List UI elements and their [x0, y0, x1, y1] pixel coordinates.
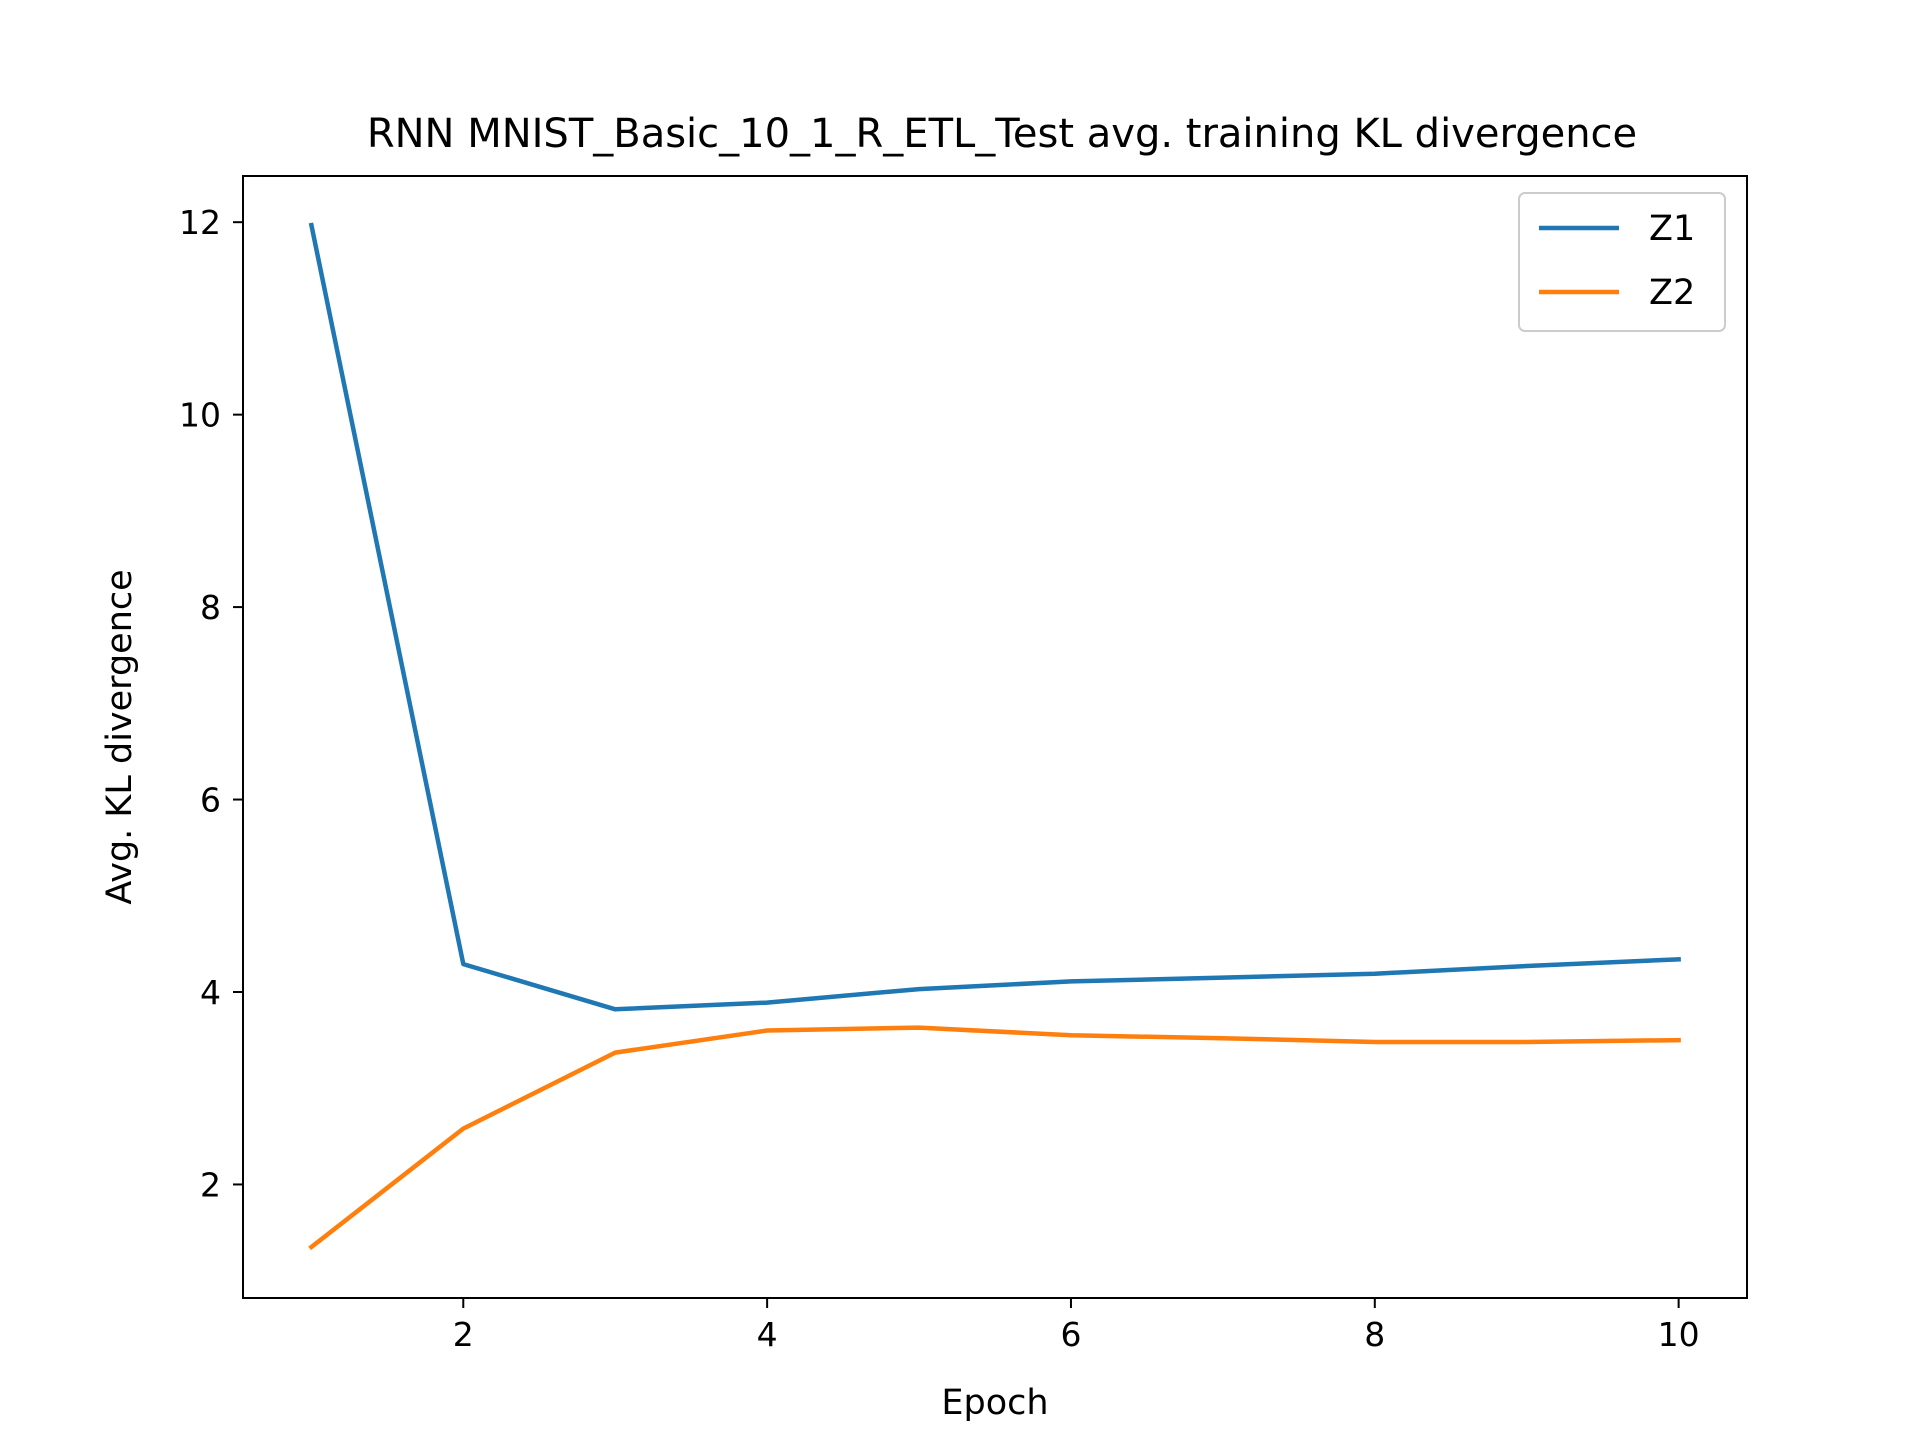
legend-label-z1: Z1 [1649, 209, 1695, 249]
y-tick-label: 6 [200, 781, 221, 820]
legend-label-z2: Z2 [1649, 273, 1695, 313]
x-tick-label: 4 [757, 1315, 778, 1354]
x-axis-ticks: 2 4 6 8 10 [453, 1298, 1700, 1354]
x-tick-label: 6 [1060, 1315, 1081, 1354]
plot-area [308, 222, 1681, 1251]
series-line-z2 [308, 1025, 1681, 1251]
y-tick-label: 4 [200, 973, 221, 1012]
legend: Z1 Z2 [1518, 192, 1726, 332]
y-tick-label: 12 [179, 203, 221, 242]
y-axis-label: Avg. KL divergence [100, 569, 140, 904]
y-tick-label: 8 [200, 588, 221, 627]
axes-frame [242, 175, 1748, 1299]
y-tick-label: 10 [179, 396, 221, 435]
y-axis-ticks: 2 4 6 8 10 12 [179, 203, 243, 1204]
x-tick-label: 8 [1364, 1315, 1385, 1354]
chart-title: RNN MNIST_Basic_10_1_R_ETL_Test avg. tra… [367, 111, 1637, 157]
series-line-z1 [308, 222, 1681, 1012]
x-tick-label: 10 [1658, 1315, 1700, 1354]
x-tick-label: 2 [453, 1315, 474, 1354]
y-tick-label: 2 [200, 1165, 221, 1204]
x-axis-label: Epoch [941, 1383, 1048, 1423]
